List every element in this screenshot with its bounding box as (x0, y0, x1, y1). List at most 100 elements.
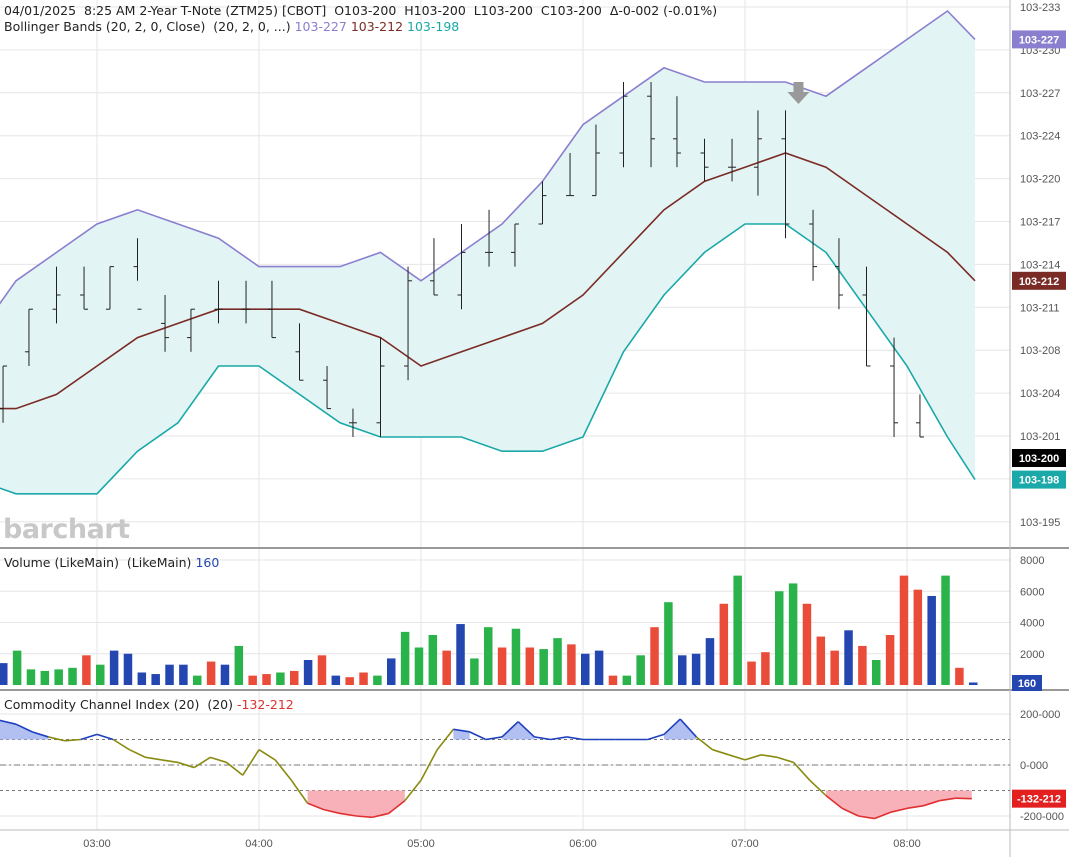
volume-bar (40, 670, 50, 685)
volume-bar (54, 669, 63, 685)
volume-bar (691, 653, 701, 685)
cci-line-segment (372, 812, 389, 819)
volume-bar (109, 650, 119, 685)
volume-bar (899, 575, 909, 685)
price-badge-label-upper: 103-227 (1019, 34, 1059, 46)
price-tick-label: 103-195 (1020, 517, 1060, 529)
price-tick-label: 103-211 (1020, 302, 1060, 314)
volume-bar (622, 675, 632, 685)
volume-bar (96, 664, 105, 685)
cci-tick-label: -200-000 (1020, 811, 1064, 823)
volume-bar (400, 631, 410, 685)
cci-line-segment (647, 733, 665, 741)
volume-bar (12, 650, 22, 685)
cci-line-segment (809, 779, 827, 797)
cci-line-segment (469, 731, 487, 741)
cci-line-segment (15, 723, 33, 733)
cci-line-segment (129, 748, 146, 759)
cci-line-segment (744, 754, 762, 761)
price-tick-label: 103-227 (1020, 88, 1060, 100)
bollinger-upper-value: 103-227 (294, 19, 347, 34)
volume-bar (885, 635, 895, 685)
cci-line-segment (274, 759, 293, 781)
cci-line-segment (404, 779, 422, 802)
cci-line-segment (145, 756, 162, 761)
cci-line-segment (31, 731, 49, 738)
time-tick-label: 03:00 (83, 838, 111, 850)
instrument-header: 04/01/2025 8:25 AM 2-Year T-Note (ZTM25)… (4, 3, 718, 18)
cci-line-segment (858, 815, 875, 820)
time-tick-label: 07:00 (731, 838, 759, 850)
volume-bar (331, 675, 341, 685)
volume-bar (470, 658, 479, 685)
cci-line-segment (922, 799, 940, 807)
cci-oversold-fill (307, 790, 405, 818)
cci-line-segment (955, 797, 972, 800)
volume-bar (387, 658, 396, 685)
volume-bar (650, 627, 659, 685)
volume-bar (761, 652, 770, 685)
cci-line-segment (290, 779, 309, 804)
cci-line-segment (874, 811, 892, 820)
volume-legend-label: Volume (LikeMain) (LikeMain) (4, 555, 192, 570)
price-tick-label: 103-201 (1020, 431, 1060, 443)
volume-bar (969, 682, 978, 685)
volume-badge-label: 160 (1018, 678, 1036, 690)
volume-bar (705, 638, 715, 685)
price-badge-lower (1012, 470, 1066, 489)
cci-line-segment (939, 797, 956, 802)
price-badge-middle (1012, 271, 1066, 290)
cci-line-segment (663, 718, 681, 735)
volume-bar (442, 650, 451, 685)
time-tick-label: 06:00 (569, 838, 597, 850)
ohlc-bars (0, 82, 924, 438)
volume-bar (123, 653, 133, 685)
price-tick-label: 103-233 (1020, 2, 1060, 14)
volume-tick-label: 8000 (1020, 555, 1044, 567)
price-badge-upper (1012, 30, 1066, 49)
volume-bar (82, 655, 91, 685)
cci-line-segment (761, 754, 778, 759)
volume-bar (719, 603, 729, 685)
time-tick-label: 04:00 (245, 838, 273, 850)
volume-badge (1012, 675, 1042, 691)
volume-bar (151, 674, 160, 685)
cci-legend-label: Commodity Channel Index (20) (20) (4, 697, 233, 712)
volume-bar (497, 647, 507, 685)
volume-bar (428, 635, 438, 685)
cci-line-segment (728, 754, 746, 761)
volume-bar (290, 670, 299, 685)
volume-bar (539, 649, 548, 685)
price-tick-label: 103-224 (1020, 131, 1060, 143)
price-badge-label-last: 103-200 (1019, 453, 1059, 465)
volume-bar (747, 661, 756, 685)
volume-bar (872, 660, 881, 685)
price-tick-label: 103-214 (1020, 259, 1060, 271)
cci-line-segment (534, 736, 551, 741)
volume-bars (0, 575, 978, 685)
volume-bar (414, 647, 424, 685)
volume-legend: Volume (LikeMain) (LikeMain) 160 (4, 555, 219, 570)
volume-bar (594, 650, 604, 685)
volume-bar (317, 655, 327, 685)
volume-legend-value: 160 (195, 555, 220, 570)
price-tick-label: 103-217 (1020, 217, 1060, 229)
cci-line-segment (323, 808, 341, 815)
volume-bar (345, 677, 354, 685)
cci-overbought-fill (0, 720, 49, 740)
volume-bar (68, 667, 77, 685)
volume-bar (0, 663, 8, 685)
cci-line-segment (193, 756, 211, 769)
cci-line-segment (242, 749, 260, 776)
cci-line-segment (80, 733, 98, 741)
cci-line-segment (825, 794, 843, 809)
cci-line-segment (0, 719, 17, 725)
volume-tick-label: 2000 (1020, 649, 1044, 661)
volume-bar (830, 650, 839, 685)
volume-tick-label: 6000 (1020, 586, 1044, 598)
bollinger-middle-value: 103-212 (350, 19, 404, 34)
bollinger-legend: Bollinger Bands (20, 2, 0, Close) (20, 2… (4, 19, 459, 34)
cci-line-segment (339, 812, 357, 817)
bollinger-lower-line (0, 223, 976, 495)
cci-line-segment (890, 807, 908, 813)
